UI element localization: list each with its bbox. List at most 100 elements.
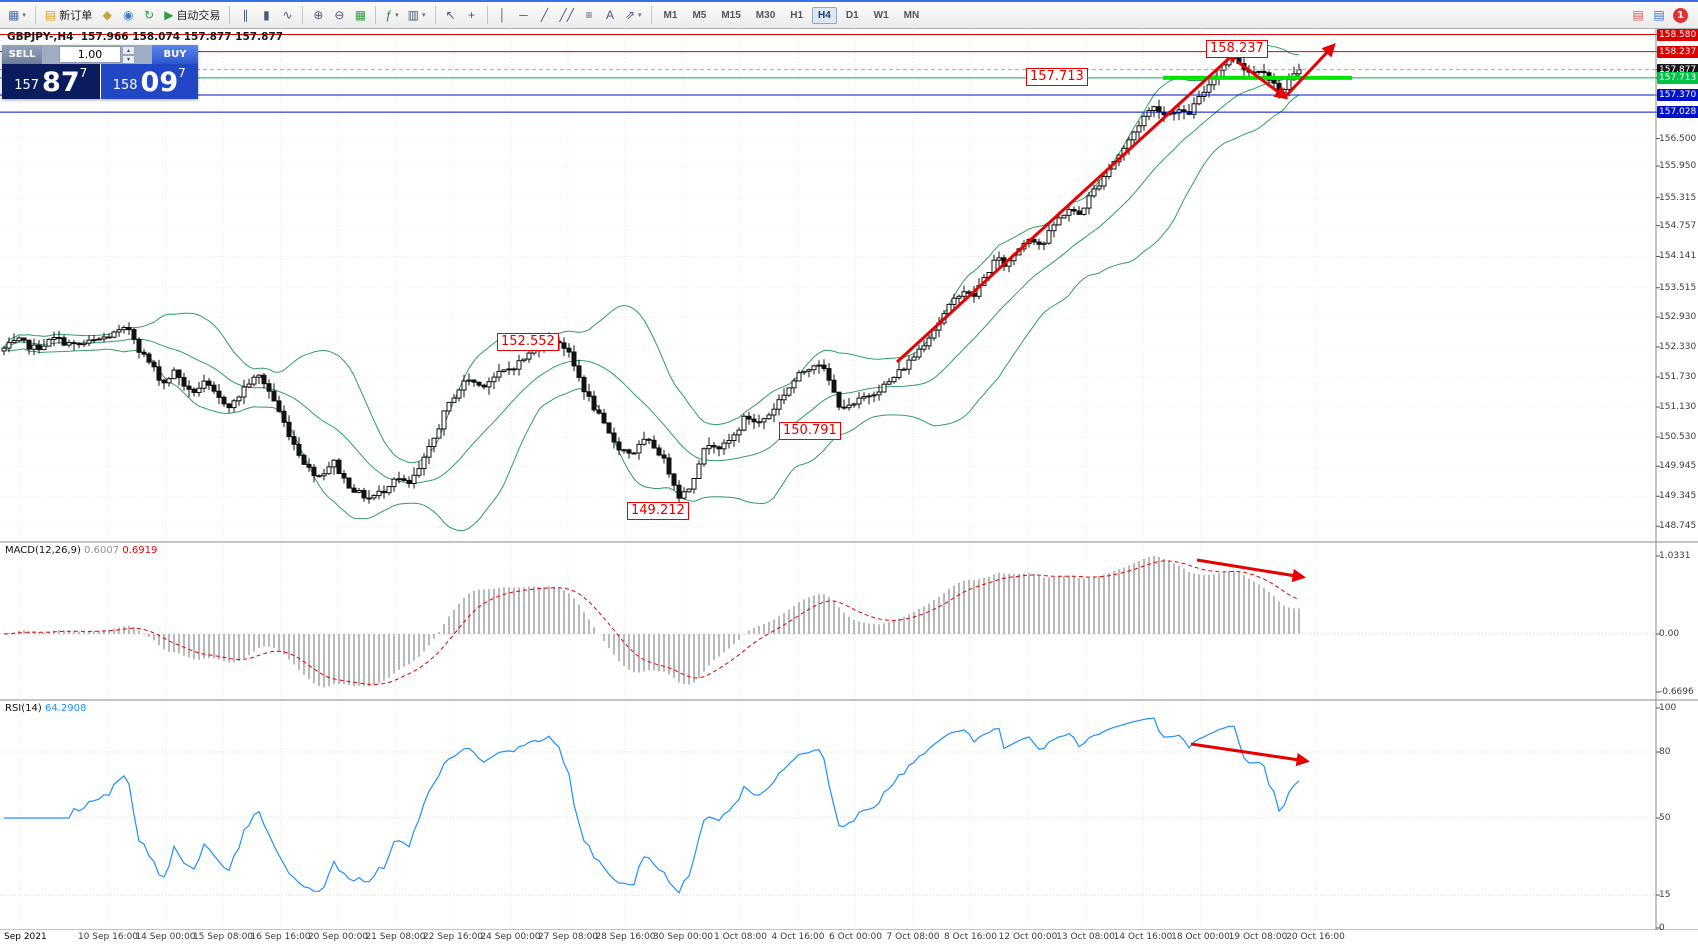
trade-widget-prices: 157 87 7 158 09 7 [2, 64, 198, 99]
timeframe-d1[interactable]: D1 [840, 7, 865, 24]
trendline-icon: ╱ [540, 8, 549, 22]
trendline-button[interactable]: ╱ [535, 5, 555, 25]
vertical-line-button[interactable]: │ [493, 5, 513, 25]
text-button[interactable]: A [600, 5, 620, 25]
fibonacci-button[interactable]: ≡ [579, 5, 599, 25]
cursor-icon: ↖ [445, 8, 456, 22]
timeframe-m30[interactable]: M30 [750, 7, 781, 24]
volume-field-wrap: ▴ ▾ [42, 45, 152, 64]
autotrading-button-label: 自动交易 [176, 10, 221, 22]
spinner-down-icon[interactable]: ▾ [122, 54, 135, 64]
vertical-line-icon: │ [498, 8, 507, 22]
dropdown-arrow-icon: ▾ [395, 12, 399, 19]
window-top-edge [0, 0, 1698, 2]
new-chart-button[interactable]: ▦ ▾ [4, 5, 30, 25]
market-button[interactable]: ◉ [118, 5, 138, 25]
timeframe-h1[interactable]: H1 [784, 7, 809, 24]
horizontal-line-button[interactable]: ─ [514, 5, 534, 25]
window-icon-blue: ▤ [1653, 8, 1665, 22]
toolbar-separator [229, 6, 231, 24]
volume-spinner[interactable]: ▴ ▾ [122, 45, 135, 64]
notification-badge[interactable]: 1 [1673, 7, 1688, 23]
time-axis-label: Sep 2021 [4, 932, 47, 942]
text-icon: A [605, 8, 614, 22]
time-axis-label: 24 Sep 00:00 [480, 932, 541, 942]
ask-sup: 7 [178, 66, 186, 80]
metaeditor-button[interactable]: ◆ [97, 5, 117, 25]
time-axis-label: 19 Oct 08:00 [1228, 932, 1288, 942]
indicators-icon: ƒ [385, 8, 393, 22]
bid-price[interactable]: 157 87 7 [2, 64, 100, 99]
time-axis-label: 27 Sep 08:00 [537, 932, 599, 942]
cursor-button[interactable]: ↖ [441, 5, 461, 25]
time-axis[interactable]: Sep 2021 10 Sep 16:00 14 Sep 00:00 15 Sep 0… [0, 930, 1698, 946]
time-axis-label: 14 Sep 00:00 [135, 932, 196, 942]
time-axis-label: 13 Oct 08:00 [1056, 932, 1115, 942]
crosshair-button[interactable]: + [462, 5, 482, 25]
price-annotation[interactable]: 158.237 [1206, 40, 1268, 58]
dropdown-arrow-icon: ▾ [638, 12, 642, 19]
time-axis-label: 12 Oct 00:00 [998, 932, 1058, 942]
trend-arrows [895, 43, 1336, 767]
gridlines [0, 28, 1656, 928]
rsi-value: 64.2908 [44, 703, 87, 714]
tile-windows-button[interactable]: ▦ [350, 5, 370, 25]
sell-button[interactable]: SELL [2, 45, 42, 64]
rsi-name: RSI(14) [5, 703, 42, 714]
panel-frames [0, 24, 1698, 931]
timeframe-w1[interactable]: W1 [868, 7, 895, 24]
macd-main-value: 0.6007 [84, 545, 120, 556]
timeframe-h4[interactable]: H4 [812, 6, 837, 24]
new-order-button[interactable]: ▤ 新订单 [41, 5, 96, 25]
window-icon-red[interactable]: ▤ [1628, 5, 1648, 25]
level-lines [0, 34, 1656, 113]
timeframe-m5[interactable]: M5 [686, 7, 712, 24]
timeframe-m1[interactable]: M1 [658, 7, 684, 24]
channel-button[interactable]: ╱╱ [556, 5, 578, 25]
refresh-icon: ↻ [144, 8, 155, 22]
templates-button[interactable]: ▥ ▾ [404, 5, 430, 25]
price-annotation[interactable]: 149.212 [627, 502, 689, 520]
tile-windows-icon: ▦ [354, 8, 367, 22]
price-annotation[interactable]: 152.552 [497, 333, 559, 351]
chart-bars-icon: ∥ [242, 8, 249, 22]
macd-signal-value: 0.6919 [122, 545, 158, 556]
toolbar: ▦ ▾ ▤ 新订单 ◆ ◉ ↻ ▶ 自动交易 ∥ ▮ ∿ ⊕ ⊖ ▦ ƒ ▾ ▥ ▾ ↖ + │ ─ ╱ ╱╱ ≡ A ⇗ ▾ M1 M5 M… [0, 2, 1698, 29]
time-axis-label: 14 Oct 16:00 [1113, 932, 1173, 942]
dropdown-arrow-icon: ▾ [421, 12, 426, 19]
chart-candles-button[interactable]: ▮ [256, 5, 276, 25]
time-axis-label: 30 Sep 00:00 [652, 932, 714, 942]
bid-sup: 7 [79, 66, 88, 80]
chart-candles-icon: ▮ [263, 8, 270, 22]
timeframe-m15[interactable]: M15 [715, 7, 746, 24]
rsi-label: RSI(14) 64.2908 [5, 703, 86, 714]
time-axis-label: 10 Sep 16:00 [77, 932, 139, 942]
timeframe-mn[interactable]: MN [898, 7, 926, 24]
time-axis-label: 18 Oct 00:00 [1171, 932, 1230, 942]
fibonacci-icon: ≡ [585, 8, 593, 22]
chart-bars-button[interactable]: ∥ [235, 5, 255, 25]
chart-line-button[interactable]: ∿ [277, 5, 297, 25]
spinner-up-icon[interactable]: ▴ [122, 45, 135, 55]
zoom-out-icon: ⊖ [334, 8, 345, 22]
time-axis-label: 1 Oct 08:00 [714, 932, 767, 942]
autotrading-icon: ▶ [164, 8, 174, 22]
window-icon-blue[interactable]: ▤ [1649, 5, 1669, 25]
new-order-icon: ▤ [44, 8, 57, 22]
price-annotation[interactable]: 150.791 [779, 422, 841, 440]
autotrading-button[interactable]: ▶ 自动交易 [160, 5, 224, 25]
zoom-in-button[interactable]: ⊕ [308, 5, 328, 25]
buy-button[interactable]: BUY [152, 45, 198, 64]
volume-input[interactable] [59, 46, 121, 63]
time-axis-label: 20 Oct 16:00 [1286, 932, 1345, 942]
shapes-button[interactable]: ⇗ ▾ [621, 5, 646, 25]
zoom-out-button[interactable]: ⊖ [329, 5, 349, 25]
shapes-icon: ⇗ [624, 8, 636, 22]
refresh-button[interactable]: ↻ [139, 5, 159, 25]
toolbar-separator [486, 6, 488, 24]
price-annotation[interactable]: 157.713 [1026, 68, 1088, 86]
zoom-in-icon: ⊕ [313, 8, 324, 22]
ask-price[interactable]: 158 09 7 [100, 64, 198, 99]
indicators-button[interactable]: ƒ ▾ [381, 5, 402, 25]
